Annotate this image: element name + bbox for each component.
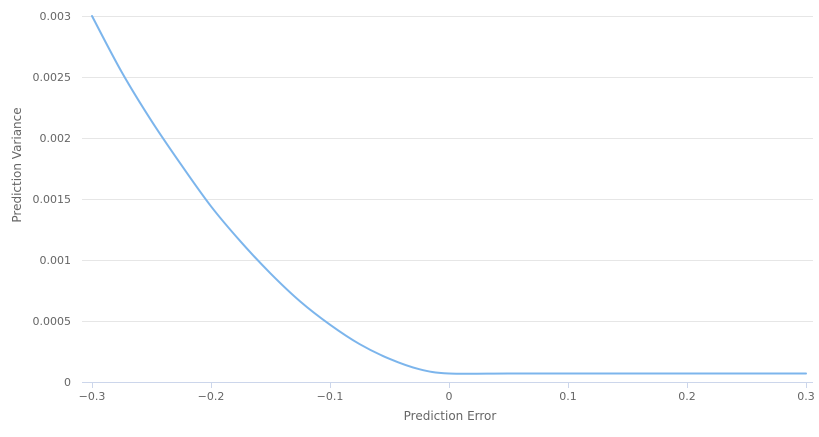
x-axis-title: Prediction Error — [404, 409, 497, 423]
x-axis-ticks — [92, 382, 807, 388]
y-tick-label: 0 — [64, 376, 71, 389]
y-tick-label: 0.001 — [40, 254, 72, 267]
y-tick-label: 0.0015 — [33, 193, 72, 206]
x-axis-tick-labels: −0.3 −0.2 −0.1 0 0.1 0.2 0.3 — [79, 390, 815, 403]
x-tick-label: 0.3 — [797, 390, 815, 403]
y-axis-tick-labels: 0 0.0005 0.001 0.0015 0.002 0.0025 0.003 — [33, 10, 72, 389]
y-tick-label: 0.003 — [40, 10, 72, 23]
x-tick-label: −0.2 — [198, 390, 225, 403]
series-line[interactable] — [91, 15, 807, 375]
x-tick-label: 0.2 — [678, 390, 696, 403]
y-tick-label: 0.0025 — [33, 71, 72, 84]
x-tick-label: −0.1 — [317, 390, 344, 403]
series-group — [91, 15, 807, 375]
y-tick-label: 0.002 — [40, 132, 72, 145]
x-tick-label: 0.1 — [559, 390, 577, 403]
y-axis-title: Prediction Variance — [10, 107, 24, 222]
y-tick-label: 0.0005 — [33, 315, 72, 328]
x-tick-label: 0 — [446, 390, 453, 403]
grid-lines — [82, 16, 813, 322]
x-tick-label: −0.3 — [79, 390, 106, 403]
